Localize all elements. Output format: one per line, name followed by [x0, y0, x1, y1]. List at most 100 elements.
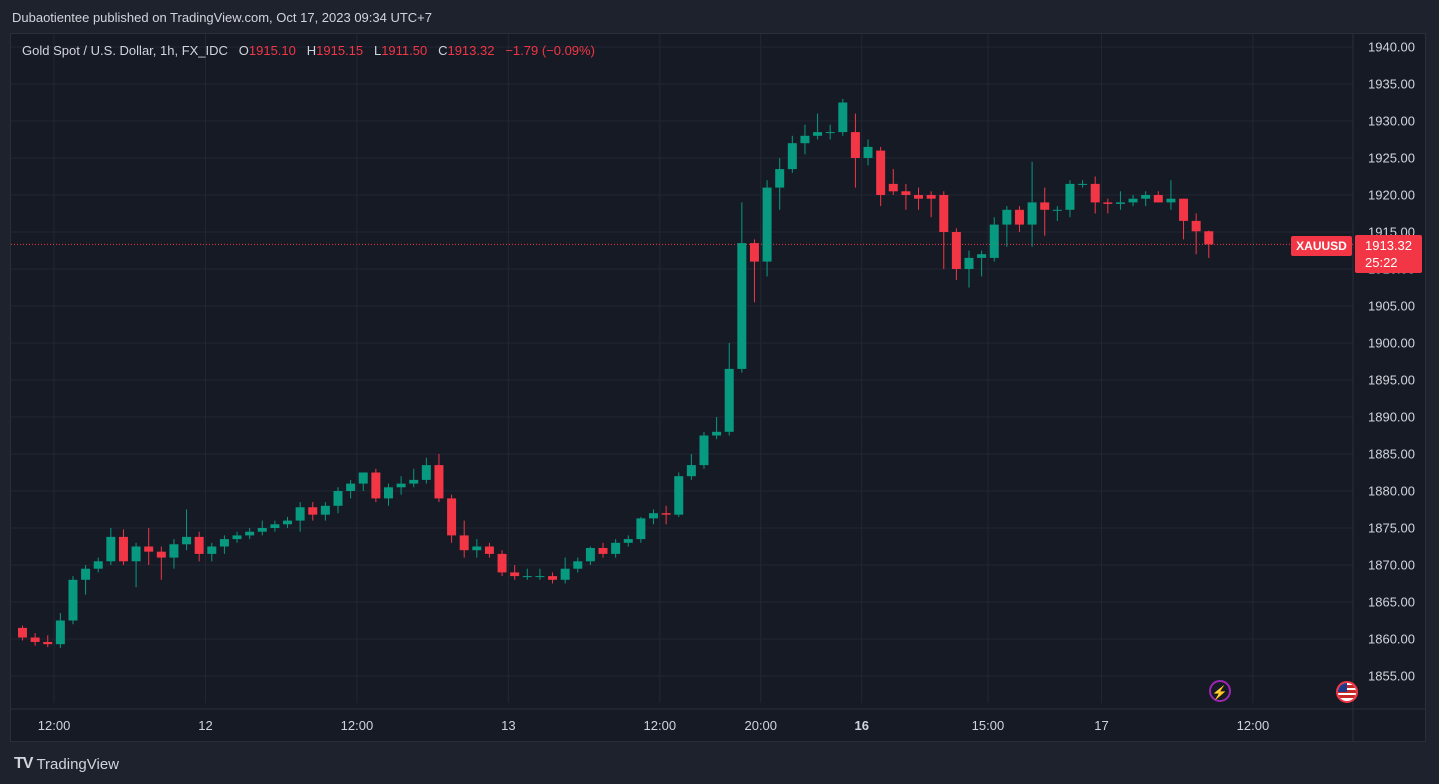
- x-tick-label: 20:00: [744, 718, 777, 733]
- candle-body: [182, 536, 192, 545]
- candle-body: [510, 572, 520, 577]
- x-tick-label: 12: [198, 718, 212, 733]
- candle-body: [257, 528, 267, 532]
- candle-body: [888, 183, 898, 192]
- low-value: 1911.50: [381, 43, 428, 58]
- x-tick-label: 12:00: [1237, 718, 1270, 733]
- candle-body: [712, 431, 722, 436]
- y-tick-label: 1860.00: [1368, 632, 1415, 647]
- candle-body: [1128, 198, 1138, 203]
- candle-body: [472, 546, 482, 551]
- candle-body: [548, 576, 558, 580]
- candle-body: [434, 465, 444, 499]
- y-tick-label: 1880.00: [1368, 484, 1415, 499]
- y-tick-label: 1890.00: [1368, 410, 1415, 425]
- candle-body: [800, 135, 810, 144]
- candle-body: [914, 195, 924, 199]
- time-axis: 12:00 12 12:00 13 12:00 20:00 16 15:00 17 12:00: [38, 718, 1269, 733]
- last-price-value: 1913.32: [1365, 238, 1412, 253]
- candle-body: [813, 132, 823, 136]
- candle-body: [749, 243, 759, 262]
- tradingview-logo-icon: TV: [14, 755, 33, 772]
- candle-body: [1002, 209, 1012, 225]
- candle-body: [270, 524, 280, 528]
- open-label: O: [238, 43, 249, 58]
- candle-body: [951, 232, 961, 269]
- candle-body: [560, 568, 570, 580]
- candle-body: [131, 546, 141, 562]
- candle-body: [686, 465, 696, 477]
- candle-body: [1153, 195, 1163, 203]
- candle-body: [989, 224, 999, 258]
- y-tick-label: 1905.00: [1368, 299, 1415, 314]
- candle-body: [901, 191, 911, 195]
- candle-body: [459, 535, 469, 551]
- candle-body: [1179, 198, 1189, 221]
- us-flag-icon[interactable]: [1336, 681, 1358, 703]
- change-value: −1.79 (−0.09%): [505, 43, 595, 58]
- candle-body: [1052, 209, 1062, 211]
- x-tick-label: 12:00: [644, 718, 677, 733]
- candle-body: [106, 536, 116, 562]
- y-tick-label: 1865.00: [1368, 595, 1415, 610]
- candle-body: [661, 513, 671, 515]
- symbol-price-tag: XAUUSD: [1291, 236, 1352, 256]
- candle-body: [1040, 202, 1050, 210]
- y-tick-label: 1855.00: [1368, 669, 1415, 684]
- candle-body: [699, 435, 709, 466]
- candle-body: [1027, 202, 1037, 225]
- y-tick-label: 1885.00: [1368, 447, 1415, 462]
- candle-body: [838, 102, 848, 133]
- candle-body: [396, 483, 406, 488]
- candle-body: [43, 641, 53, 645]
- candle-body: [1014, 209, 1024, 225]
- candle-body: [1166, 198, 1176, 203]
- candle-body: [1090, 183, 1100, 203]
- chart-area[interactable]: [10, 33, 1426, 742]
- x-tick-label: 13: [501, 718, 515, 733]
- candle-body: [1078, 183, 1088, 185]
- candle-body: [876, 150, 886, 195]
- candle-body: [850, 132, 860, 158]
- candle-body: [245, 531, 255, 536]
- price-axis: 1855.00 1860.00 1865.00 1870.00 1875.00 1880.…: [1368, 40, 1415, 684]
- candle-body: [737, 243, 747, 369]
- candle-body: [977, 254, 987, 258]
- candle-body: [636, 518, 646, 540]
- candle-body: [421, 465, 431, 480]
- y-tick-label: 1875.00: [1368, 521, 1415, 536]
- candle-body: [194, 536, 204, 554]
- candle-body: [598, 547, 608, 554]
- candle-body: [1141, 195, 1151, 199]
- candle-body: [535, 576, 545, 578]
- candle-body: [295, 507, 305, 521]
- candle-body: [623, 539, 633, 543]
- candle-body: [787, 143, 797, 170]
- symbol-description: Gold Spot / U.S. Dollar, 1h, FX_IDC: [22, 43, 228, 58]
- candle-body: [585, 547, 595, 562]
- last-price-tag: 1913.32 25:22: [1355, 235, 1422, 273]
- candle-body: [68, 579, 78, 621]
- candle-body: [156, 551, 166, 558]
- candle-body: [649, 513, 658, 519]
- x-tick-label: 17: [1094, 718, 1108, 733]
- candle-body: [219, 539, 229, 547]
- candles: [18, 98, 1214, 648]
- candle-body: [964, 257, 974, 269]
- candle-body: [724, 368, 734, 432]
- x-tick-label: 12:00: [341, 718, 374, 733]
- lightning-icon[interactable]: ⚡: [1209, 680, 1231, 702]
- candle-body: [346, 483, 356, 491]
- candle-body: [611, 542, 621, 554]
- candle-body: [1204, 231, 1214, 245]
- candle-body: [18, 627, 27, 638]
- candle-body: [522, 576, 532, 578]
- footer-brand[interactable]: TV TradingView: [14, 755, 119, 773]
- candle-body: [358, 472, 368, 484]
- candle-body: [573, 561, 583, 569]
- y-tick-label: 1925.00: [1368, 151, 1415, 166]
- y-tick-label: 1935.00: [1368, 77, 1415, 92]
- grid-lines: [11, 34, 1425, 741]
- candle-body: [308, 507, 318, 515]
